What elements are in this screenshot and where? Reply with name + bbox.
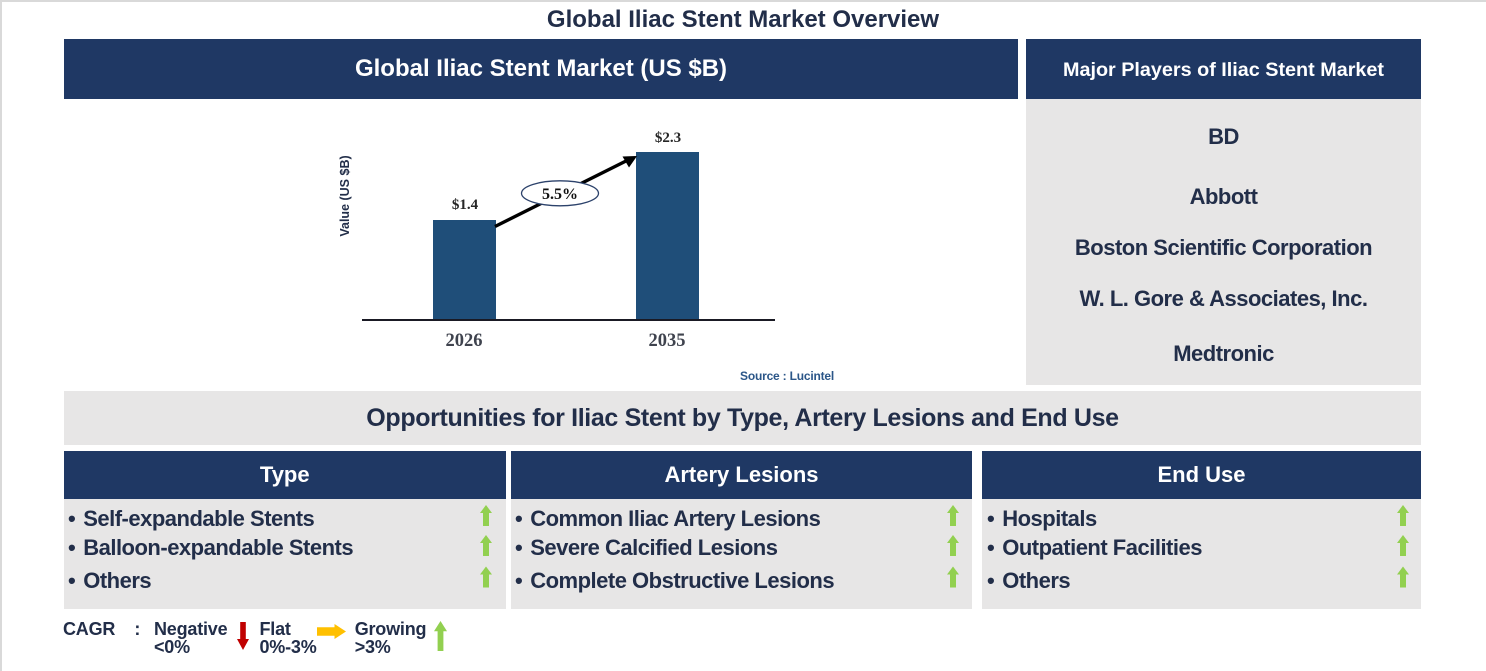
svg-text:5.5%: 5.5% (542, 186, 578, 203)
